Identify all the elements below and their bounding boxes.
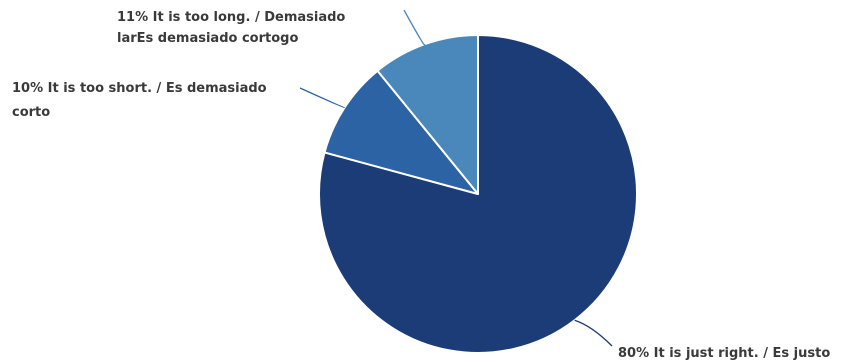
leader-lines xyxy=(299,9,613,347)
leader-just-right xyxy=(574,319,613,347)
leader-too-long xyxy=(403,9,426,46)
slice-label-too-long: 11% It is too long. / Demasiado larEs de… xyxy=(117,10,350,46)
slice-label-too-short: 10% It is too short. / Es demasiado cort… xyxy=(12,81,271,120)
pie-slices xyxy=(318,34,638,354)
slice-label-just-right: 80% It is just right. / Es justo xyxy=(618,346,830,361)
leader-too-short xyxy=(299,87,346,109)
